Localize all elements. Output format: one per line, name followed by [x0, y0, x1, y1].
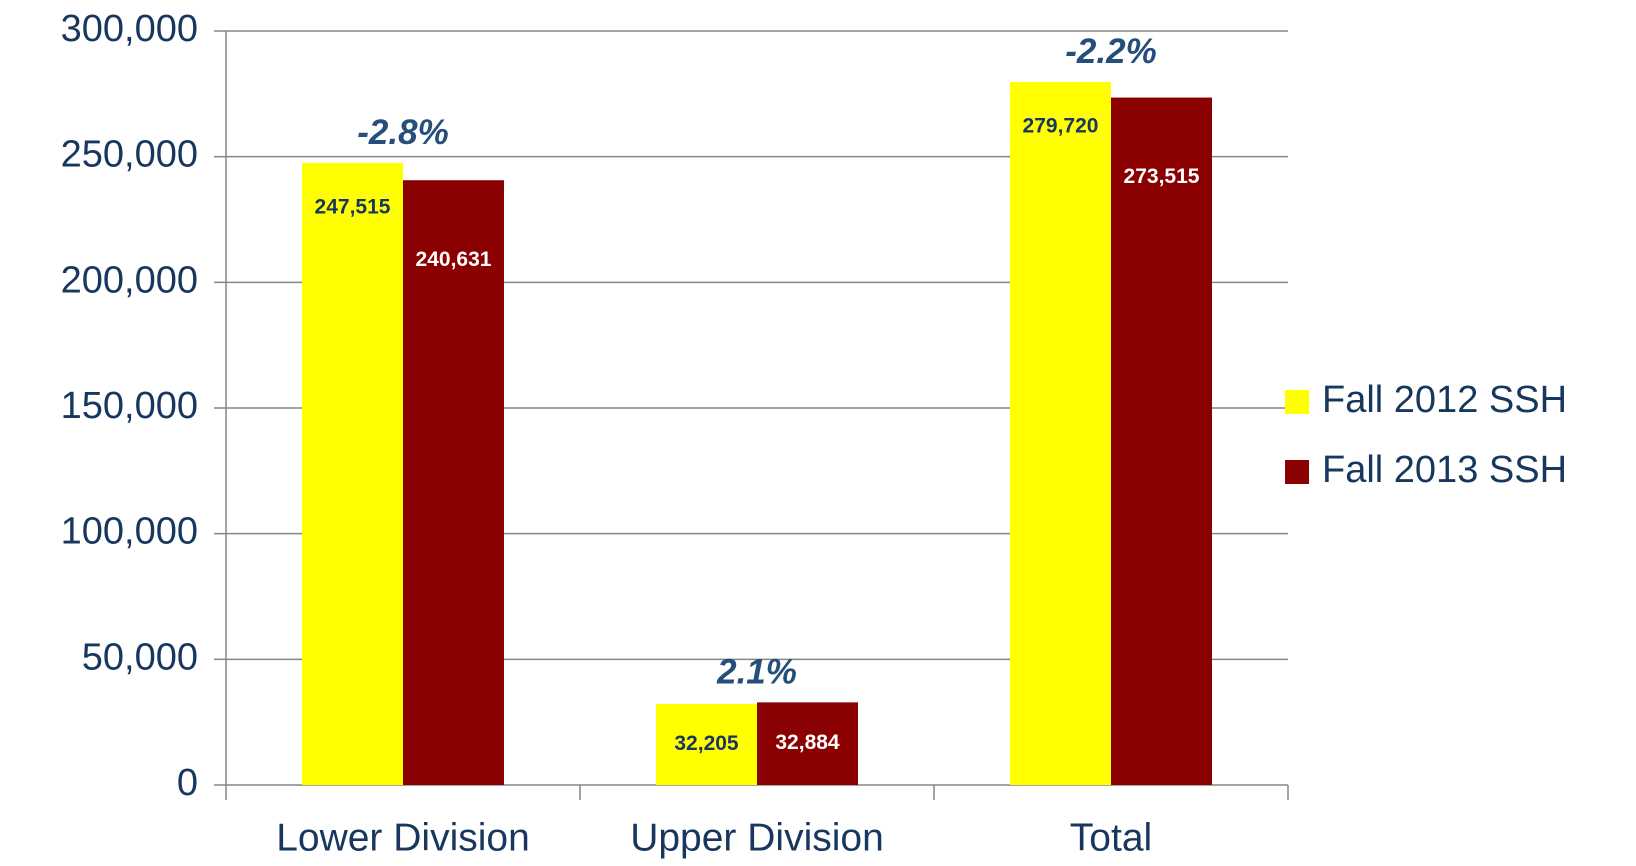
legend-swatch: [1285, 390, 1309, 414]
x-tick-label: Lower Division: [276, 816, 530, 859]
annotation: -2.2%: [1065, 32, 1156, 71]
y-tick-label: 50,000: [82, 636, 198, 678]
legend-label: Fall 2012 SSH: [1322, 379, 1567, 421]
y-tick-label: 0: [177, 762, 198, 804]
x-tick-label: Total: [1070, 816, 1152, 859]
legend-label: Fall 2013 SSH: [1322, 449, 1567, 491]
bar: [1010, 81, 1111, 785]
y-tick-label: 150,000: [61, 385, 198, 427]
annotation: -2.8%: [357, 113, 448, 152]
data-label: 279,720: [1023, 115, 1099, 138]
bar: [757, 702, 858, 785]
y-tick-label: 100,000: [61, 511, 198, 553]
data-label: 240,631: [416, 248, 492, 271]
y-tick-label: 300,000: [61, 8, 198, 50]
legend-swatch: [1285, 460, 1309, 484]
y-tick-label: 200,000: [61, 259, 198, 301]
data-label: 273,515: [1124, 165, 1200, 188]
x-tick-label: Upper Division: [630, 816, 884, 859]
data-label: 32,205: [674, 732, 739, 755]
data-label: 32,884: [775, 731, 840, 754]
y-tick-label: 250,000: [61, 134, 198, 176]
bar: [302, 162, 403, 785]
data-label: 247,515: [315, 195, 391, 218]
annotation: 2.1%: [716, 653, 797, 692]
bar: [403, 180, 504, 785]
bar: [656, 704, 757, 785]
bar: [1111, 97, 1212, 786]
